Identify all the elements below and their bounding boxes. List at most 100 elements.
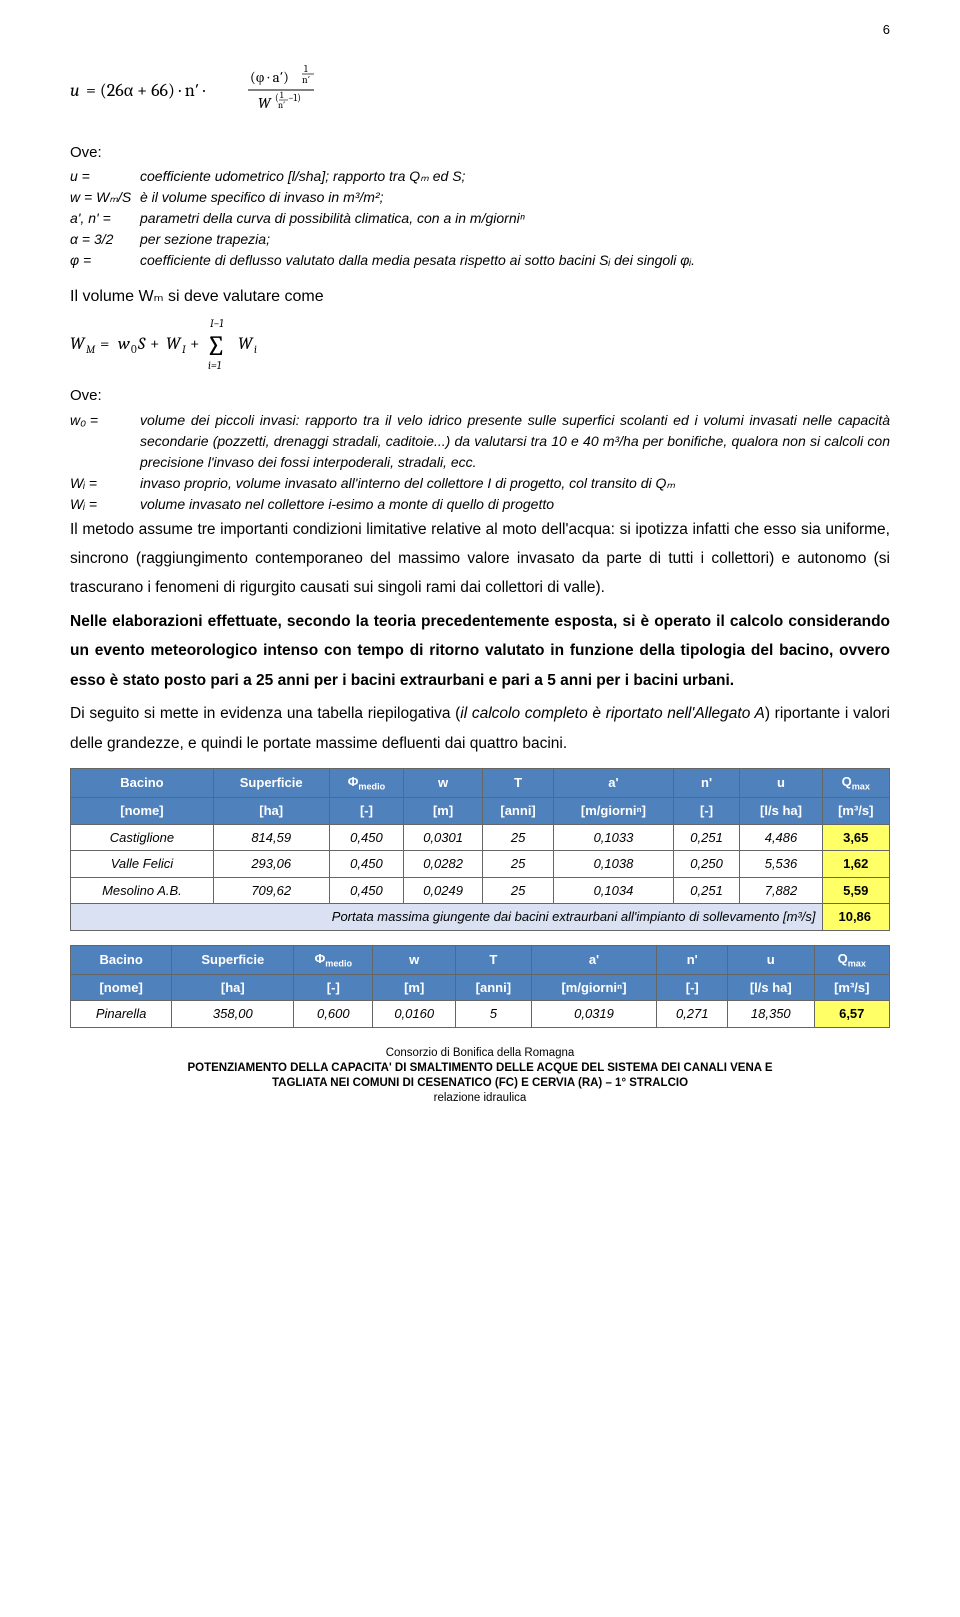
table-header-cell: Qmax — [822, 769, 889, 798]
table-row: Castiglione814,590,4500,0301250,10330,25… — [71, 824, 890, 851]
table-header-cell: [m³/s] — [822, 798, 889, 825]
table-row: Pinarella358,000,6000,016050,03190,27118… — [71, 1001, 890, 1028]
svg-text:i: i — [254, 343, 257, 356]
table-cell: 25 — [482, 851, 553, 878]
svg-text:i=1: i=1 — [208, 359, 221, 371]
definition-symbol: u = — [70, 166, 140, 187]
definition-row: w = Wₘ/Sè il volume specifico di invaso … — [70, 187, 890, 208]
table-cell: 0,0301 — [404, 824, 483, 851]
svg-text:I: I — [182, 343, 186, 356]
svg-text:M: M — [86, 343, 96, 356]
table-header-cell: [m/giorniⁿ] — [554, 798, 673, 825]
table-cell: 814,59 — [213, 824, 329, 851]
svg-text:−1): −1) — [288, 92, 301, 104]
table-summary-row: Portata massima giungente dai bacini ext… — [71, 904, 890, 931]
table-cell: 0,1033 — [554, 824, 673, 851]
table-header-cell: [-] — [657, 974, 728, 1001]
table-header-cell: n' — [657, 945, 728, 974]
table-cell: 0,0160 — [373, 1001, 456, 1028]
definition-symbol: α = 3/2 — [70, 229, 140, 250]
table-header-cell: Φmedio — [329, 769, 404, 798]
definition-symbol: φ = — [70, 250, 140, 271]
svg-text:(φ · a′): (φ · a′) — [250, 68, 289, 86]
subheading-volume: Il volume Wₘ si deve valutare come — [70, 285, 890, 309]
table-header-cell: [-] — [329, 798, 404, 825]
footer-line-3: TAGLIATA NEI COMUNI DI CESENATICO (FC) E… — [70, 1076, 890, 1091]
svg-text:S: S — [137, 335, 146, 354]
para3-part-italic: il calcolo completo è riportato nell'All… — [460, 705, 765, 722]
table-header-cell: T — [456, 945, 531, 974]
ove-label-1: Ove: — [70, 142, 890, 165]
table-header-cell: T — [482, 769, 553, 798]
definition-text: coefficiente di deflusso valutato dalla … — [140, 250, 890, 271]
svg-text:W: W — [258, 94, 272, 112]
definition-text: è il volume specifico di invaso in m³/m²… — [140, 187, 890, 208]
page-footer: Consorzio di Bonifica della Romagna POTE… — [70, 1046, 890, 1106]
svg-text:n′: n′ — [278, 101, 285, 111]
table-cell: 18,350 — [728, 1001, 814, 1028]
definition-text: parametri della curva di possibilità cli… — [140, 208, 890, 229]
table-cell: Mesolino A.B. — [71, 877, 214, 904]
footer-line-2: POTENZIAMENTO DELLA CAPACITA' DI SMALTIM… — [70, 1061, 890, 1076]
svg-text:I−1: I−1 — [210, 317, 223, 330]
table-cell: 4,486 — [740, 824, 822, 851]
definition-row: w₀ =volume dei piccoli invasi: rapporto … — [70, 410, 890, 473]
table-row: Mesolino A.B.709,620,4500,0249250,10340,… — [71, 877, 890, 904]
definition-row: α = 3/2per sezione trapezia; — [70, 229, 890, 250]
table-header-cell: [ha] — [213, 798, 329, 825]
table-header-cell: [m³/s] — [814, 974, 889, 1001]
formula-u: u = (26α + 66) · n′ · (φ · a′) 1 n′ W ( … — [70, 54, 890, 124]
table-header-cell: Φmedio — [294, 945, 373, 974]
table-header-cell: [anni] — [456, 974, 531, 1001]
formula-wm: W M = w 0 S + W I + I−1 ∑ i=1 W i — [70, 315, 890, 371]
definition-symbol: w₀ = — [70, 410, 140, 473]
table-header-cell: [m] — [404, 798, 483, 825]
paragraph-table-intro: Di seguito si mette in evidenza una tabe… — [70, 699, 890, 758]
table-header-cell: a' — [531, 945, 657, 974]
table-header-cell: u — [728, 945, 814, 974]
page-number: 6 — [70, 20, 890, 40]
table-header-cell: [m] — [373, 974, 456, 1001]
table-header-cell: [nome] — [71, 798, 214, 825]
table-header-cell: [-] — [294, 974, 373, 1001]
svg-text:W: W — [238, 335, 254, 354]
paragraph-elaboration: Nelle elaborazioni effettuate, secondo l… — [70, 607, 890, 695]
table-cell: 5,536 — [740, 851, 822, 878]
paragraph-method: Il metodo assume tre importanti condizio… — [70, 515, 890, 603]
svg-text:∑: ∑ — [206, 330, 226, 362]
footer-line-1: Consorzio di Bonifica della Romagna — [70, 1046, 890, 1061]
table-header-cell: [ha] — [172, 974, 294, 1001]
table-cell: 7,882 — [740, 877, 822, 904]
table-header-cell: [anni] — [482, 798, 553, 825]
table-cell: 0,1038 — [554, 851, 673, 878]
table-cell: 0,250 — [673, 851, 740, 878]
table-header-cell: Superficie — [172, 945, 294, 974]
definition-row: Wᵢ =invaso proprio, volume invasato all'… — [70, 473, 890, 494]
table-row: Valle Felici293,060,4500,0282250,10380,2… — [71, 851, 890, 878]
table-header-cell: a' — [554, 769, 673, 798]
table-header-cell: [l/s ha] — [728, 974, 814, 1001]
definition-symbol: Wᵢ = — [70, 473, 140, 494]
table-cell: 0,0282 — [404, 851, 483, 878]
definition-row: φ =coefficiente di deflusso valutato dal… — [70, 250, 890, 271]
svg-text:+: + — [190, 335, 199, 354]
table-cell: 25 — [482, 824, 553, 851]
svg-text:=: = — [100, 335, 109, 354]
definition-symbol: Wᵢ = — [70, 494, 140, 515]
table-header-cell: [l/s ha] — [740, 798, 822, 825]
table-cell: 5,59 — [822, 877, 889, 904]
table-header-cell: Qmax — [814, 945, 889, 974]
table-cell: 5 — [456, 1001, 531, 1028]
table-cell: 0,450 — [329, 877, 404, 904]
table-cell: 358,00 — [172, 1001, 294, 1028]
definition-row: u =coefficiente udometrico [l/sha]; rapp… — [70, 166, 890, 187]
table-cell: 0,450 — [329, 824, 404, 851]
table-header-cell: w — [404, 769, 483, 798]
svg-text:1: 1 — [280, 91, 284, 101]
svg-text:n′: n′ — [302, 74, 310, 86]
table-extraurban: BacinoSuperficieΦmediowTa'n'uQmax [nome]… — [70, 768, 890, 931]
table-header-cell: w — [373, 945, 456, 974]
table-header-cell: [-] — [673, 798, 740, 825]
table-cell: 3,65 — [822, 824, 889, 851]
svg-text:W: W — [70, 335, 86, 354]
